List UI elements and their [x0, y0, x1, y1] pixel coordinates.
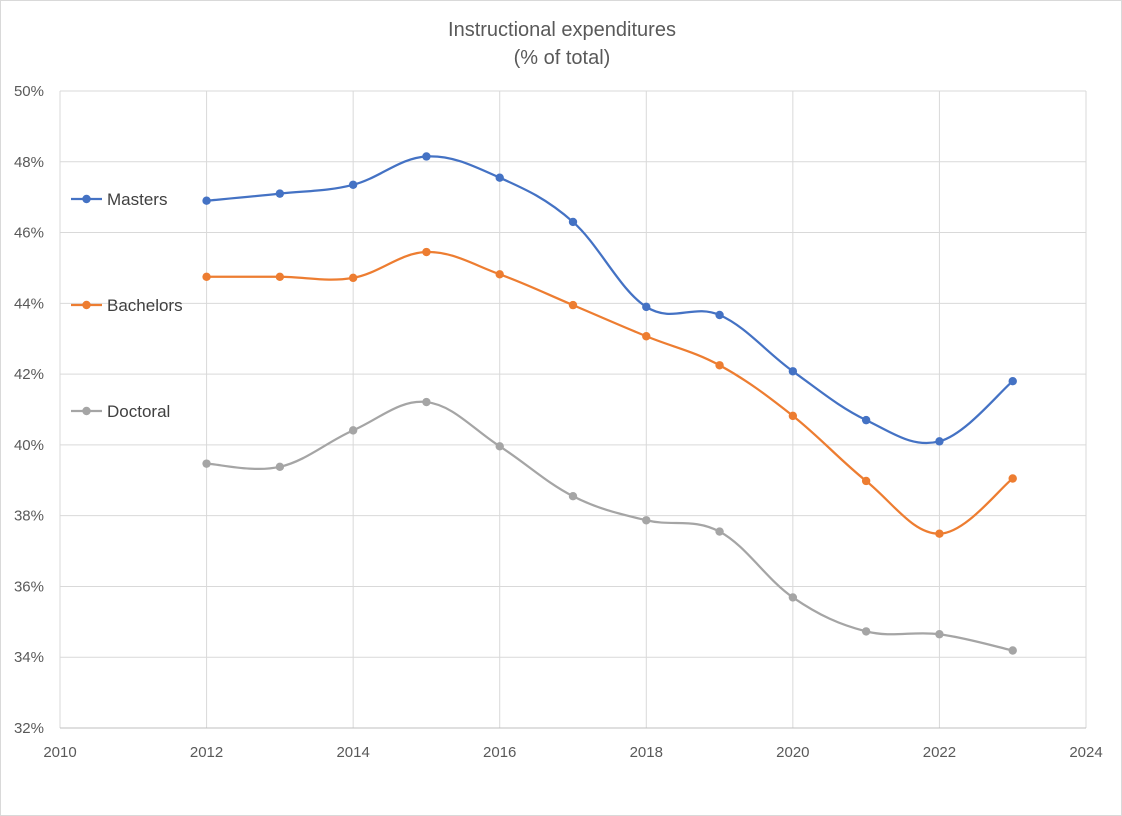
- y-tick-label: 34%: [14, 649, 44, 666]
- y-tick-label: 48%: [14, 154, 44, 171]
- legend: Masters Bachelors Doctoral: [71, 190, 183, 421]
- bachelors-legend-label: Bachelors: [107, 296, 183, 315]
- masters-data-point: [348, 180, 358, 189]
- doctoral-data-point: [495, 442, 504, 451]
- doctoral-legend-label: Doctoral: [107, 402, 170, 421]
- masters-data-point: [861, 415, 871, 425]
- bachelors-data-point: [568, 300, 578, 310]
- x-tick-label: 2014: [336, 744, 369, 761]
- masters-data-point: [422, 152, 431, 161]
- doctoral-data-point: [348, 426, 358, 435]
- axes: 32% 34% 36% 38% 40% 42% 44% 46% 48% 50% 2010 2012 20…: [14, 83, 1103, 761]
- y-tick-label: 50%: [14, 83, 44, 100]
- x-tick-label: 2020: [776, 744, 809, 761]
- doctoral-data-point: [202, 459, 211, 468]
- doctoral-legend-marker: [82, 406, 91, 416]
- series-lines: [202, 152, 1017, 655]
- bachelors-data-point: [861, 476, 871, 486]
- bachelors-data-point: [495, 270, 504, 279]
- chart-title: Instructional expenditures: [448, 19, 676, 41]
- masters-data-point: [642, 302, 651, 312]
- doctoral-series-line: [205, 400, 1014, 652]
- y-tick-label: 46%: [14, 225, 44, 242]
- masters-legend-label: Masters: [107, 190, 167, 209]
- masters-data-point: [202, 196, 211, 205]
- bachelors-data-point: [788, 411, 798, 421]
- doctoral-data-point: [935, 630, 944, 639]
- bachelors-data-point: [275, 272, 285, 281]
- bachelors-data-point: [715, 361, 724, 370]
- masters-data-point: [935, 437, 944, 446]
- bachelors-data-point: [935, 529, 944, 538]
- doctoral-data-point: [788, 593, 798, 602]
- x-tick-label: 2024: [1069, 744, 1102, 761]
- chart-subtitle: (% of total): [514, 47, 611, 69]
- bachelors-legend-marker: [82, 300, 91, 310]
- masters-legend-marker: [82, 194, 91, 204]
- bachelors-data-point: [642, 332, 651, 341]
- y-tick-label: 40%: [14, 437, 44, 454]
- y-tick-label: 42%: [14, 366, 44, 383]
- bachelors-data-point: [1008, 474, 1017, 483]
- bachelors-series-line: [205, 250, 1014, 535]
- masters-data-point: [275, 189, 285, 198]
- x-tick-label: 2022: [923, 744, 956, 761]
- doctoral-data-point: [1008, 646, 1017, 655]
- masters-data-point: [568, 217, 578, 227]
- masters-data-point: [1008, 376, 1017, 386]
- masters-data-point: [715, 310, 724, 320]
- x-tick-label: 2016: [483, 744, 516, 761]
- bachelors-data-point: [202, 272, 211, 281]
- masters-series-line: [205, 155, 1014, 445]
- y-tick-label: 32%: [14, 720, 44, 737]
- doctoral-data-point: [275, 462, 285, 472]
- x-tick-label: 2018: [630, 744, 663, 761]
- bachelors-data-point: [348, 273, 358, 283]
- doctoral-data-point: [422, 397, 431, 407]
- y-tick-label: 38%: [14, 508, 44, 525]
- doctoral-data-point: [568, 492, 578, 501]
- doctoral-data-point: [715, 527, 724, 536]
- masters-data-point: [788, 367, 798, 376]
- y-tick-label: 44%: [14, 295, 44, 312]
- x-tick-label: 2010: [43, 744, 76, 761]
- doctoral-data-point: [642, 516, 651, 525]
- y-tick-label: 36%: [14, 578, 44, 595]
- x-tick-label: 2012: [190, 744, 223, 761]
- doctoral-data-point: [861, 627, 871, 636]
- masters-data-point: [495, 173, 504, 182]
- bachelors-data-point: [422, 247, 431, 257]
